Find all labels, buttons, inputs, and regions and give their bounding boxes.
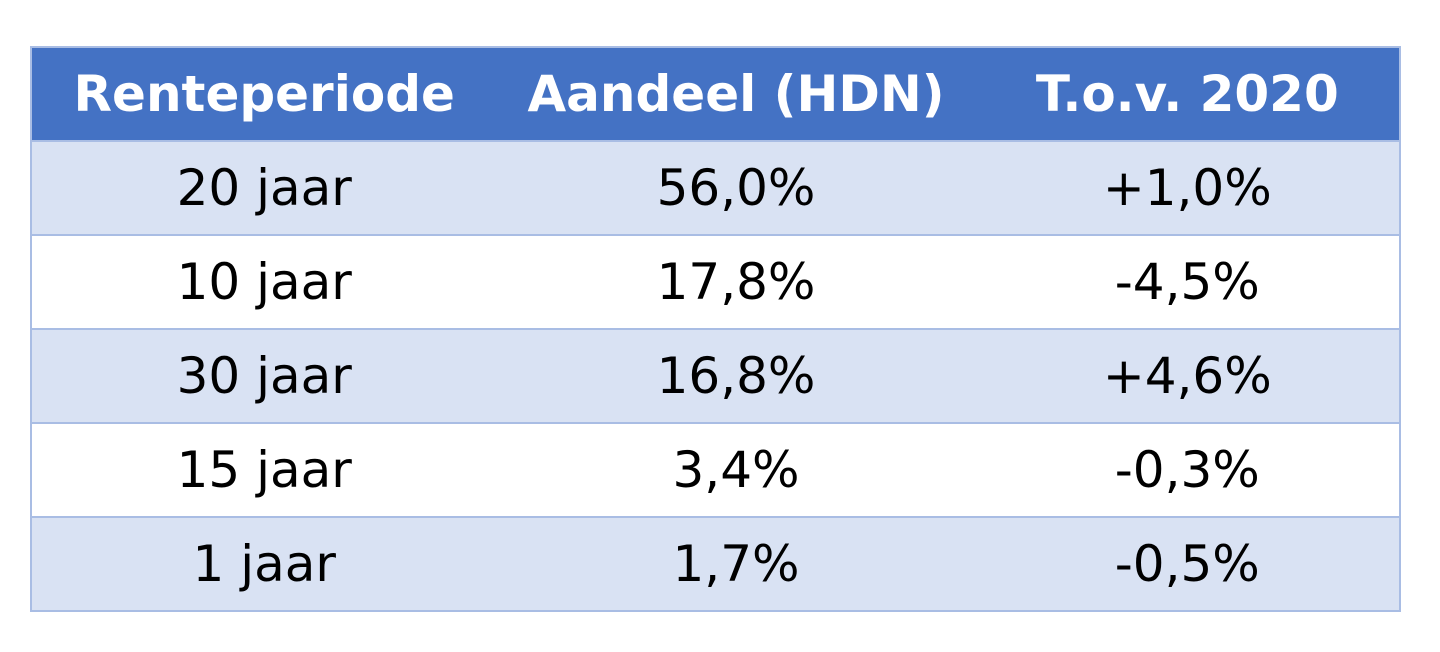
table-cell: +4,6% xyxy=(975,328,1400,423)
table-body: 20 jaar 56,0% +1,0% 10 jaar 17,8% -4,5% 30 jaa… xyxy=(31,140,1400,611)
table-cell: 30 jaar xyxy=(31,328,497,423)
table-cell: -0,3% xyxy=(975,422,1400,517)
table-cell: 1,7% xyxy=(496,516,976,611)
table-cell: +1,0% xyxy=(975,140,1400,235)
header-cell: Aandeel (HDN) xyxy=(496,47,976,141)
table-cell: 10 jaar xyxy=(31,234,497,329)
table-row: 10 jaar 17,8% -4,5% xyxy=(31,234,1400,329)
table-row: 30 jaar 16,8% +4,6% xyxy=(31,328,1400,423)
table-cell: -0,5% xyxy=(975,516,1400,611)
header-cell: T.o.v. 2020 xyxy=(975,47,1400,141)
table-row: 1 jaar 1,7% -0,5% xyxy=(31,516,1400,611)
header-cell: Renteperiode xyxy=(31,47,497,141)
table-cell: 56,0% xyxy=(496,140,976,235)
table-cell: 15 jaar xyxy=(31,422,497,517)
header-row: Renteperiode Aandeel (HDN) T.o.v. 2020 xyxy=(31,47,1400,141)
table-row: 20 jaar 56,0% +1,0% xyxy=(31,140,1400,235)
table-cell: 1 jaar xyxy=(31,516,497,611)
table-cell: 16,8% xyxy=(496,328,976,423)
table: Renteperiode Aandeel (HDN) T.o.v. 2020 20 … xyxy=(30,46,1401,612)
table-cell: 17,8% xyxy=(496,234,976,329)
table-cell: 3,4% xyxy=(496,422,976,517)
table-row: 15 jaar 3,4% -0,3% xyxy=(31,422,1400,517)
table-cell: -4,5% xyxy=(975,234,1400,329)
table-cell: 20 jaar xyxy=(31,140,497,235)
